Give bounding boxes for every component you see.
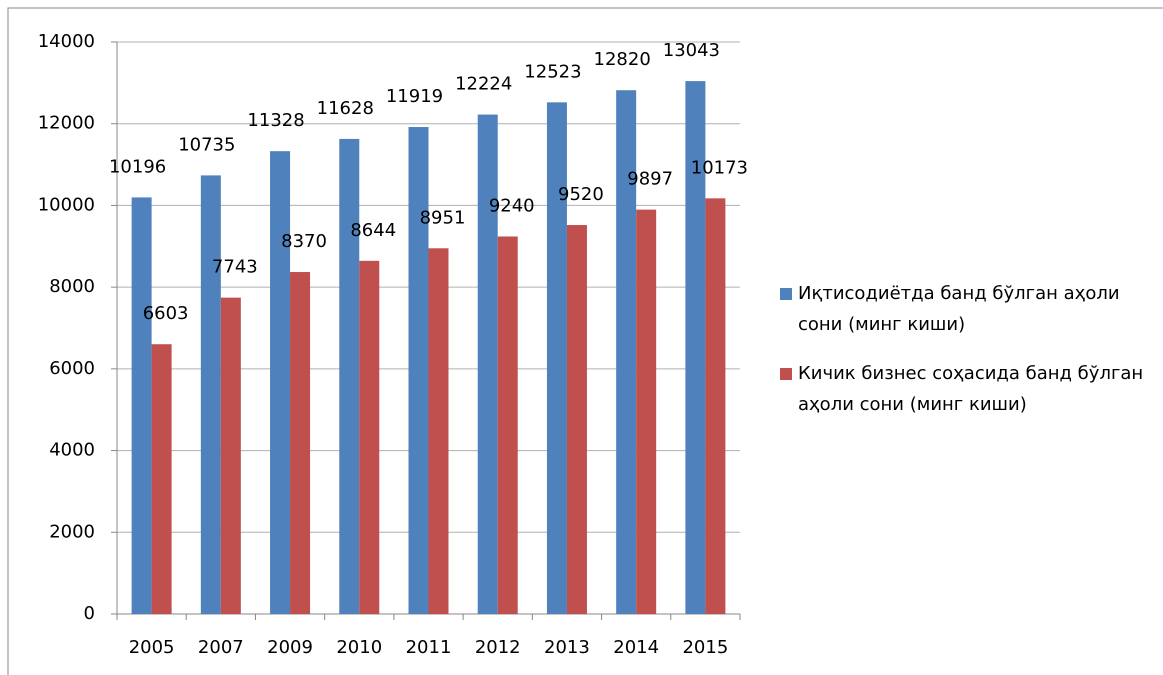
x-tick-label: 2005 [129,637,175,658]
bar [408,127,429,614]
x-tick-label: 2013 [544,637,590,658]
data-label: 9240 [489,195,535,216]
data-label: 11328 [247,110,304,131]
x-tick-label: 2014 [613,637,659,658]
legend-swatch [780,368,792,380]
data-label: 8644 [350,220,396,241]
x-tick-label: 2009 [267,637,313,658]
y-tick-label: 2000 [49,521,95,542]
bar [636,209,657,615]
bar [546,102,567,614]
bar [477,114,498,614]
data-label: 13043 [663,40,720,61]
bar [151,344,172,614]
data-label: 11628 [317,98,374,119]
x-tick-label: 2011 [406,637,452,658]
legend-swatch [780,288,792,300]
data-label: 12224 [455,74,512,95]
data-label: 9897 [627,169,673,190]
data-label: 7743 [212,257,258,278]
data-label: 6603 [143,303,189,324]
bar [290,272,311,614]
bar [220,297,241,614]
y-tick-label: 14000 [38,31,95,52]
legend-label: Иқтисодиётда банд бўлган аҳоли сони (мин… [798,283,1120,335]
y-tick-label: 6000 [49,358,95,379]
bar [616,90,637,614]
legend-label: Кичик бизнес соҳасида банд бўлган аҳоли … [798,363,1144,415]
data-label: 9520 [558,184,604,205]
y-tick-label: 8000 [49,276,95,297]
x-tick-label: 2007 [198,637,244,658]
bar [359,260,380,614]
data-label: 11919 [386,86,443,107]
data-label: 12820 [594,49,651,70]
chart-border [7,7,1163,675]
bar [428,248,449,614]
y-tick-label: 0 [84,603,95,624]
data-label: 8951 [420,207,466,228]
bar [705,198,726,614]
x-tick-label: 2015 [682,637,728,658]
data-label: 8370 [281,231,327,252]
bar [200,175,221,615]
y-tick-label: 12000 [38,113,95,134]
bar [270,151,291,614]
bar [566,225,587,615]
x-tick-label: 2010 [336,637,382,658]
data-label: 10173 [691,157,748,178]
bar [131,197,152,614]
y-tick-label: 4000 [49,440,95,461]
bar [497,236,518,615]
x-tick-label: 2012 [475,637,521,658]
data-label: 10196 [109,156,166,177]
data-label: 10735 [178,134,235,155]
bar [339,138,360,614]
y-tick-label: 10000 [38,194,95,215]
bar [685,81,706,615]
data-label: 12523 [524,61,581,82]
